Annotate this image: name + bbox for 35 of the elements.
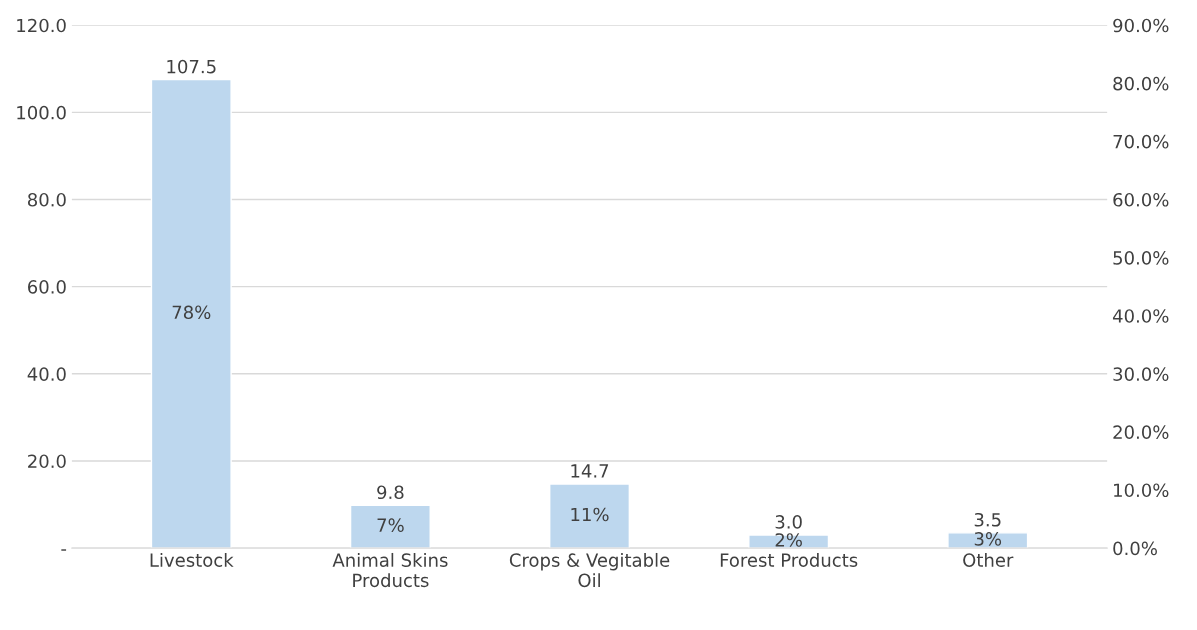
- y-tick-label: -: [61, 549, 67, 551]
- y2-tick-label: 80.0%: [1113, 76, 1169, 91]
- data-label: 3.5: [974, 512, 1001, 527]
- y2-tick-label: 60.0%: [1113, 192, 1169, 207]
- annotation: 3%: [974, 532, 1002, 546]
- annotation: 7%: [377, 518, 404, 532]
- annotation: 2%: [775, 533, 802, 547]
- data-label: 3.0: [775, 515, 802, 529]
- x-tick-label: Forest Products: [720, 552, 858, 567]
- y2-tick-label: 40.0%: [1112, 309, 1169, 323]
- x-tick-label: Crops & Vegitable Oil: [509, 552, 670, 588]
- annotation: 11%: [571, 507, 609, 522]
- bar: [549, 483, 631, 549]
- y-tick-label: 80.0: [27, 192, 66, 207]
- y-tick-label: 20.0: [28, 454, 66, 469]
- x-tick-label: Animal Skins Products: [332, 552, 448, 588]
- data-label: 14.7: [571, 464, 609, 478]
- bar: [349, 504, 431, 549]
- y-tick-label: 60.0: [28, 280, 66, 294]
- x-tick-label: Livestock: [150, 552, 234, 567]
- y2-tick-label: 70.0%: [1113, 134, 1169, 149]
- x-tick-label: Other: [963, 552, 1014, 567]
- annotation: 78%: [172, 305, 211, 320]
- data-label: 9.8: [377, 485, 404, 500]
- y2-tick-label: 30.0%: [1113, 367, 1169, 381]
- y-tick-label: 100.0: [17, 105, 66, 120]
- y2-tick-label: 90.0%: [1113, 18, 1169, 33]
- data-label: 107.5: [167, 59, 216, 74]
- y2-tick-label: 0.0%: [1113, 541, 1157, 556]
- y-tick-label: 40.0: [27, 367, 66, 381]
- bar: [150, 78, 232, 549]
- y2-tick-label: 20.0%: [1113, 425, 1169, 440]
- y-tick-label: 120.0: [17, 18, 66, 33]
- y2-tick-label: 10.0%: [1114, 483, 1169, 498]
- y2-tick-label: 50.0%: [1113, 251, 1169, 265]
